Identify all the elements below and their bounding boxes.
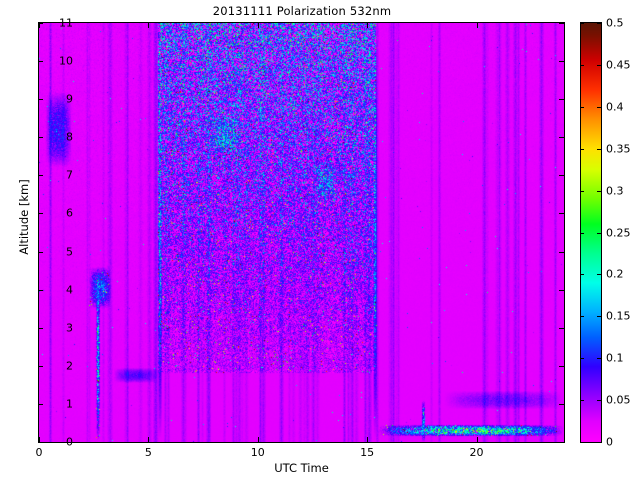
colorbar-tick-mark — [580, 149, 584, 150]
x-tick-mark — [367, 22, 368, 28]
y-tick-mark — [38, 61, 43, 62]
y-tick-label: 7 — [66, 168, 73, 182]
colorbar-tick-mark — [597, 400, 601, 401]
colorbar-tick-mark — [597, 233, 601, 234]
y-tick-mark — [38, 137, 43, 138]
x-tick-label: 10 — [250, 446, 265, 459]
x-tick-label: 5 — [144, 446, 152, 459]
y-tick-mark — [38, 328, 43, 329]
y-tick-label: 3 — [66, 321, 73, 335]
y-tick-mark — [38, 442, 43, 443]
colorbar-tick-label: 0.35 — [606, 142, 631, 156]
y-tick-mark — [559, 175, 564, 176]
x-tick-mark — [148, 437, 149, 443]
y-tick-mark — [559, 290, 564, 291]
colorbar-tick-label: 0.3 — [606, 184, 624, 198]
colorbar-tick-label: 0 — [606, 435, 613, 449]
y-tick-mark — [38, 252, 43, 253]
x-tick-label: 15 — [360, 446, 375, 459]
colorbar-tick-mark — [580, 107, 584, 108]
colorbar-tick-mark — [597, 442, 601, 443]
y-tick-mark — [38, 290, 43, 291]
x-tick-mark — [477, 22, 478, 28]
colorbar-tick-mark — [597, 149, 601, 150]
colorbar-tick-mark — [580, 65, 584, 66]
colorbar-tick-label: 0.4 — [606, 100, 624, 114]
colorbar-tick-label: 0.45 — [606, 58, 631, 72]
y-tick-mark — [559, 137, 564, 138]
colorbar-gradient — [581, 23, 601, 442]
y-tick-mark — [38, 23, 43, 24]
x-axis-label: UTC Time — [274, 461, 329, 475]
colorbar-tick-mark — [597, 358, 601, 359]
heatmap-canvas — [39, 23, 564, 442]
colorbar — [580, 22, 602, 443]
colorbar-tick-mark — [580, 400, 584, 401]
colorbar-tick-mark — [597, 316, 601, 317]
y-tick-mark — [38, 366, 43, 367]
y-tick-label: 5 — [66, 245, 73, 259]
y-tick-mark — [38, 213, 43, 214]
y-tick-mark — [38, 404, 43, 405]
colorbar-tick-mark — [597, 107, 601, 108]
colorbar-tick-label: 0.1 — [606, 351, 624, 365]
y-tick-mark — [559, 252, 564, 253]
x-tick-mark — [148, 22, 149, 28]
y-tick-label: 11 — [59, 16, 73, 30]
y-tick-mark — [559, 23, 564, 24]
y-tick-label: 9 — [66, 92, 73, 106]
colorbar-tick-mark — [580, 442, 584, 443]
y-tick-label: 10 — [59, 54, 73, 68]
colorbar-tick-label: 0.2 — [606, 267, 624, 281]
x-tick-mark — [258, 22, 259, 28]
colorbar-tick-mark — [580, 233, 584, 234]
x-tick-label: 0 — [35, 446, 43, 459]
y-tick-mark — [559, 404, 564, 405]
colorbar-tick-label: 0.5 — [606, 16, 624, 30]
y-tick-label: 1 — [66, 397, 73, 411]
x-tick-label: 20 — [469, 446, 484, 459]
y-tick-label: 0 — [66, 435, 73, 449]
x-tick-mark — [258, 437, 259, 443]
x-tick-mark — [477, 437, 478, 443]
heatmap-plot-area — [38, 22, 565, 443]
colorbar-tick-label: 0.25 — [606, 226, 631, 239]
x-tick-mark — [39, 22, 40, 28]
colorbar-tick-mark — [597, 191, 601, 192]
y-tick-mark — [559, 366, 564, 367]
y-tick-mark — [38, 175, 43, 176]
y-tick-mark — [559, 99, 564, 100]
colorbar-tick-mark — [597, 274, 601, 275]
colorbar-tick-mark — [580, 358, 584, 359]
y-tick-label: 2 — [66, 359, 73, 373]
y-tick-mark — [559, 61, 564, 62]
y-tick-mark — [559, 213, 564, 214]
colorbar-tick-mark — [580, 191, 584, 192]
colorbar-tick-mark — [597, 23, 601, 24]
y-axis-label: Altitude [km] — [17, 179, 31, 255]
colorbar-tick-mark — [597, 65, 601, 66]
y-tick-mark — [38, 99, 43, 100]
y-tick-label: 6 — [66, 206, 73, 220]
y-tick-mark — [559, 442, 564, 443]
y-tick-label: 8 — [66, 130, 73, 144]
colorbar-tick-mark — [580, 316, 584, 317]
x-tick-mark — [39, 437, 40, 443]
y-tick-label: 4 — [66, 283, 73, 297]
colorbar-tick-label: 0.05 — [606, 393, 631, 407]
x-tick-mark — [367, 437, 368, 443]
colorbar-tick-mark — [580, 274, 584, 275]
colorbar-tick-label: 0.15 — [606, 309, 631, 323]
y-tick-mark — [559, 328, 564, 329]
colorbar-tick-mark — [580, 23, 584, 24]
page-title: 20131111 Polarization 532nm — [212, 4, 392, 18]
